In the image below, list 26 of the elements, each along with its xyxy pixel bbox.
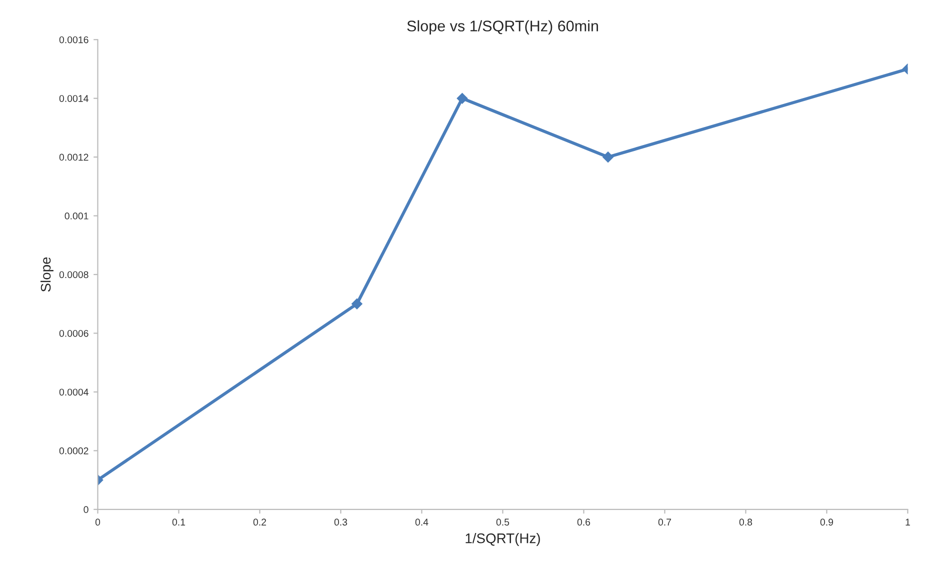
y-tick-label: 0.001 bbox=[64, 212, 88, 220]
chart-title: Slope vs 1/SQRT(Hz) 60min bbox=[407, 20, 598, 34]
point bbox=[352, 298, 362, 310]
x-tick-label: 0.4 bbox=[415, 518, 428, 526]
x-axis-title: 1/SQRT(Hz) bbox=[466, 533, 540, 546]
x-tick-label: 0.6 bbox=[577, 518, 590, 526]
x-tick-label: 0 bbox=[95, 518, 100, 526]
x-tick-label: 0.1 bbox=[172, 518, 186, 526]
x-tick-label: 0.2 bbox=[253, 518, 266, 526]
x-tick-label: 0.5 bbox=[496, 518, 510, 526]
x-tick-label: 0.8 bbox=[739, 518, 752, 526]
y-tick-label: 0.0004 bbox=[59, 388, 88, 396]
y-tick-label: 0.0016 bbox=[59, 36, 88, 44]
y-tick-label: 0.0012 bbox=[59, 154, 88, 161]
y-axis-title: Slope bbox=[40, 257, 54, 292]
y-tick-label: 0.0002 bbox=[59, 447, 88, 454]
x-tick-label: 0.7 bbox=[658, 518, 672, 526]
y-tick-label: 0.0014 bbox=[59, 95, 88, 102]
x-tick-label: 1 bbox=[906, 518, 910, 526]
y-tick-label: 0.0006 bbox=[59, 330, 88, 337]
point bbox=[456, 92, 468, 104]
x-tick-label: 0.3 bbox=[334, 518, 348, 526]
x-tick-label: 0.9 bbox=[820, 518, 834, 526]
y-tick-label: 0 bbox=[84, 506, 88, 514]
y-tick-label: 0.0008 bbox=[59, 271, 88, 278]
point bbox=[602, 152, 614, 162]
